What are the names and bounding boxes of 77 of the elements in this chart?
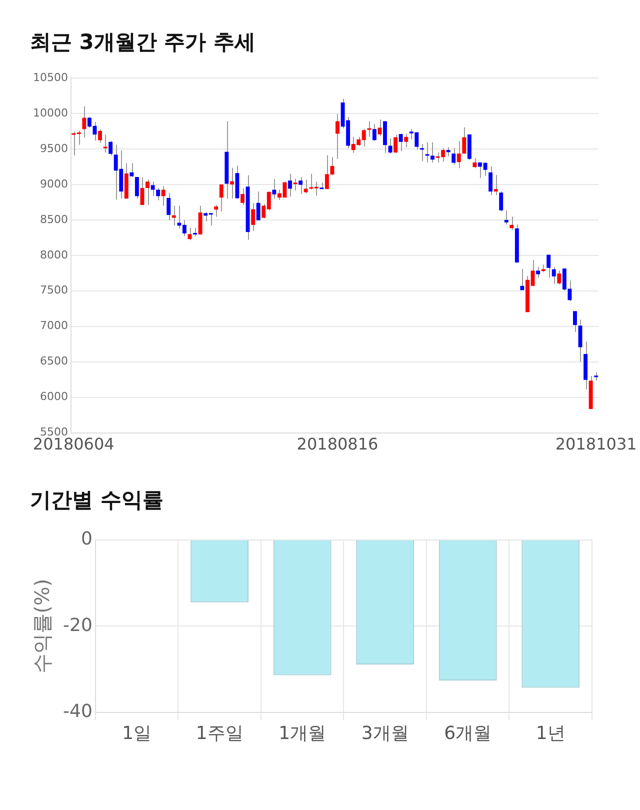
y-tick-label: 8500 bbox=[40, 212, 68, 226]
candlestick bbox=[499, 191, 504, 212]
candlestick bbox=[103, 134, 108, 154]
candlestick bbox=[504, 210, 508, 226]
x-tick-label: 1년 bbox=[536, 722, 566, 744]
candlestick bbox=[304, 178, 308, 194]
candlestick bbox=[298, 176, 303, 195]
candlestick bbox=[404, 133, 408, 148]
candlestick bbox=[336, 114, 340, 160]
candlestick bbox=[214, 204, 218, 218]
candlestick bbox=[378, 119, 382, 137]
candlestick bbox=[293, 178, 298, 191]
y-tick-label: 6500 bbox=[40, 354, 68, 368]
candlestick bbox=[388, 138, 392, 154]
candlestick bbox=[367, 120, 372, 138]
candlestick bbox=[108, 140, 113, 156]
x-tick-label: 1개월 bbox=[278, 722, 326, 744]
x-tick-label: 6개월 bbox=[444, 722, 492, 744]
candlestick bbox=[394, 134, 398, 154]
candlestick bbox=[383, 120, 387, 154]
candlestick bbox=[256, 191, 260, 221]
candlestick bbox=[130, 162, 134, 178]
candlestick bbox=[552, 266, 556, 285]
chart-title: 최근 3개월간 주가 추세 bbox=[29, 29, 257, 56]
candlestick bbox=[510, 216, 514, 230]
x-tick-label: 1일 bbox=[122, 722, 152, 744]
candlestick bbox=[462, 126, 466, 154]
candlestick bbox=[156, 187, 160, 201]
candlestick bbox=[272, 178, 276, 200]
candlestick bbox=[472, 158, 477, 169]
candlestick bbox=[134, 176, 139, 200]
candlestick bbox=[546, 254, 551, 278]
candlestick bbox=[420, 143, 424, 162]
candlestick bbox=[573, 310, 577, 333]
y-tick-label: 9000 bbox=[40, 177, 68, 190]
candlestick bbox=[372, 124, 376, 142]
chart-title: 기간별 수익률 bbox=[29, 487, 164, 514]
candlestick bbox=[146, 178, 150, 206]
candlestick bbox=[425, 142, 430, 163]
y-tick-label: 7500 bbox=[40, 284, 68, 297]
candlestick bbox=[198, 205, 202, 235]
y-tick-label: 0 bbox=[80, 528, 92, 550]
candlestick bbox=[166, 192, 171, 221]
candlestick bbox=[452, 148, 456, 166]
candlestick bbox=[288, 173, 292, 198]
y-tick-label: 10500 bbox=[32, 70, 68, 84]
x-tick-label: 20181031 bbox=[555, 434, 637, 454]
x-tick-label: 1주일 bbox=[196, 722, 244, 744]
candlestick bbox=[398, 133, 403, 152]
y-tick-label: 10000 bbox=[32, 106, 68, 120]
y-tick-label: -20 bbox=[62, 614, 92, 636]
candlestick bbox=[150, 181, 155, 197]
candlestick bbox=[456, 140, 461, 169]
y-tick-label: 7000 bbox=[40, 319, 68, 332]
candlestick bbox=[520, 268, 524, 291]
candlestick bbox=[557, 270, 562, 285]
y-tick-label: 6000 bbox=[40, 390, 68, 404]
x-tick-label: 3개월 bbox=[361, 722, 409, 744]
candlestick bbox=[430, 142, 434, 163]
candlestick bbox=[98, 129, 102, 144]
candlestick bbox=[446, 146, 450, 157]
candlestick bbox=[536, 266, 540, 278]
candlestick bbox=[161, 186, 166, 206]
candlestick bbox=[219, 184, 224, 212]
y-tick-label: -40 bbox=[62, 701, 92, 722]
x-tick-label: 20180816 bbox=[296, 434, 378, 454]
candlestick bbox=[172, 205, 176, 226]
candlestick bbox=[578, 319, 582, 362]
y-tick-label: 9500 bbox=[40, 142, 68, 155]
y-axis-title: 수익률(%) bbox=[30, 578, 54, 674]
candlestick bbox=[494, 174, 498, 196]
candlestick bbox=[82, 106, 86, 138]
candlestick bbox=[230, 167, 234, 200]
y-tick-label: 8000 bbox=[40, 248, 68, 262]
candlestick bbox=[251, 202, 256, 232]
candlestick bbox=[240, 188, 244, 206]
candlestick bbox=[488, 166, 493, 196]
